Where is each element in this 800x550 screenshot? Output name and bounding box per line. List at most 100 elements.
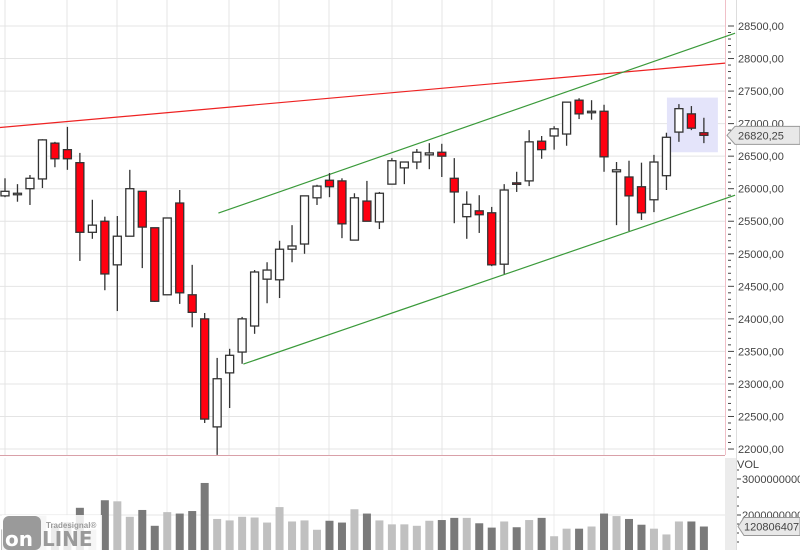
volume-bar — [387, 524, 396, 550]
candle-body — [412, 151, 422, 163]
candle-body — [100, 220, 110, 275]
candle-body — [449, 177, 459, 193]
candle-body — [424, 152, 434, 156]
candle-body — [187, 294, 197, 314]
volume-bar — [350, 509, 359, 550]
candle-body — [499, 189, 509, 265]
candle-body — [337, 180, 347, 225]
last-volume-label: 120806407 — [744, 522, 799, 534]
volume-bar — [575, 528, 584, 550]
candle-body — [175, 202, 185, 294]
volume-bar — [300, 520, 309, 550]
volume-bar — [437, 520, 446, 550]
price-tick-label: 27500,00 — [738, 86, 784, 98]
volume-bar — [313, 529, 321, 550]
candle-body — [87, 224, 98, 233]
candle-body — [150, 227, 160, 302]
price-tick-label: 24000,00 — [738, 314, 784, 326]
candle-body — [0, 190, 10, 197]
volume-bar — [600, 513, 609, 550]
price-tick-label: 27000,00 — [738, 119, 784, 131]
volume-bar — [612, 516, 621, 550]
candle-body — [25, 177, 35, 190]
tradesignal-logo: on LINE Tradesignal® — [2, 515, 102, 550]
volume-bar — [537, 517, 546, 550]
volume-bar — [225, 520, 234, 550]
volume-bar — [138, 509, 147, 550]
candle-body — [487, 212, 497, 266]
candle-body — [62, 149, 73, 160]
candle-body — [599, 110, 609, 158]
candle-body — [699, 132, 709, 136]
volume-scroll-strip — [725, 458, 736, 550]
volume-bar — [325, 520, 334, 550]
trend-line — [243, 194, 736, 365]
price-tick-label: 28500,00 — [738, 21, 784, 33]
candle-body — [524, 141, 534, 182]
volume-bar — [475, 523, 484, 550]
candle-body — [200, 318, 210, 420]
volume-bar — [587, 526, 596, 550]
price-tick-label: 24500,00 — [738, 281, 784, 293]
volume-bar — [250, 517, 259, 550]
svg-text:LINE: LINE — [42, 527, 93, 550]
candle-body — [686, 113, 697, 129]
price-tick-label: 22500,00 — [738, 411, 784, 423]
volume-bar — [163, 512, 172, 550]
candle-body — [624, 176, 634, 197]
volume-bar — [200, 482, 209, 550]
candle-body — [162, 217, 172, 296]
volume-bar — [188, 511, 197, 550]
volume-bar — [275, 507, 284, 550]
candle-body — [549, 128, 559, 137]
candles — [0, 98, 709, 455]
candle-body — [474, 210, 484, 216]
candle-body — [387, 160, 397, 185]
volume-bar — [113, 501, 122, 550]
volume-bar — [699, 526, 708, 550]
candle-body — [37, 139, 48, 180]
price-axis: 28500,00 28000,00 27500,00 27000,00 26500,00… — [726, 21, 800, 456]
volume-bar — [337, 522, 346, 550]
volume-bar — [487, 527, 496, 550]
candle-body — [312, 185, 322, 199]
volume-bar — [150, 525, 159, 550]
candle-body — [649, 161, 659, 201]
candle-body — [287, 245, 297, 250]
volume-bar — [550, 536, 559, 550]
candle-body — [636, 186, 647, 214]
volume-bar — [263, 522, 272, 550]
price-tick-label: 23000,00 — [738, 379, 784, 391]
candle-body — [125, 188, 135, 237]
candle-body — [399, 161, 410, 169]
volume-bar — [500, 521, 509, 550]
last-price-tag — [726, 125, 800, 145]
price-tick-label: 26000,00 — [738, 184, 784, 196]
candle-body — [262, 269, 272, 280]
price-tick-label: 25000,00 — [738, 249, 784, 261]
grid — [0, 0, 737, 550]
candle-body — [237, 318, 247, 353]
price-tick-label: 23500,00 — [738, 346, 784, 358]
candle-body — [112, 235, 122, 266]
candle-body — [299, 195, 310, 245]
volume-bar — [674, 521, 683, 550]
candle-body — [249, 271, 260, 327]
trend-line — [218, 32, 736, 214]
last-volume-tag — [737, 517, 800, 537]
volume-bar — [238, 516, 247, 550]
candle-body — [462, 203, 472, 218]
price-tick-label: 22000,00 — [738, 444, 784, 456]
candle-body — [75, 162, 85, 233]
price-tick-label: 25500,00 — [738, 216, 784, 228]
price-tick-label: 26500,00 — [738, 151, 784, 163]
volume-bar — [512, 527, 521, 550]
candle-body — [536, 140, 547, 151]
candle-body — [586, 110, 597, 114]
candle-body — [362, 200, 372, 222]
volume-bar — [100, 500, 109, 550]
candle-body — [137, 190, 147, 228]
volume-tick-label: 3000000000 — [742, 474, 800, 486]
